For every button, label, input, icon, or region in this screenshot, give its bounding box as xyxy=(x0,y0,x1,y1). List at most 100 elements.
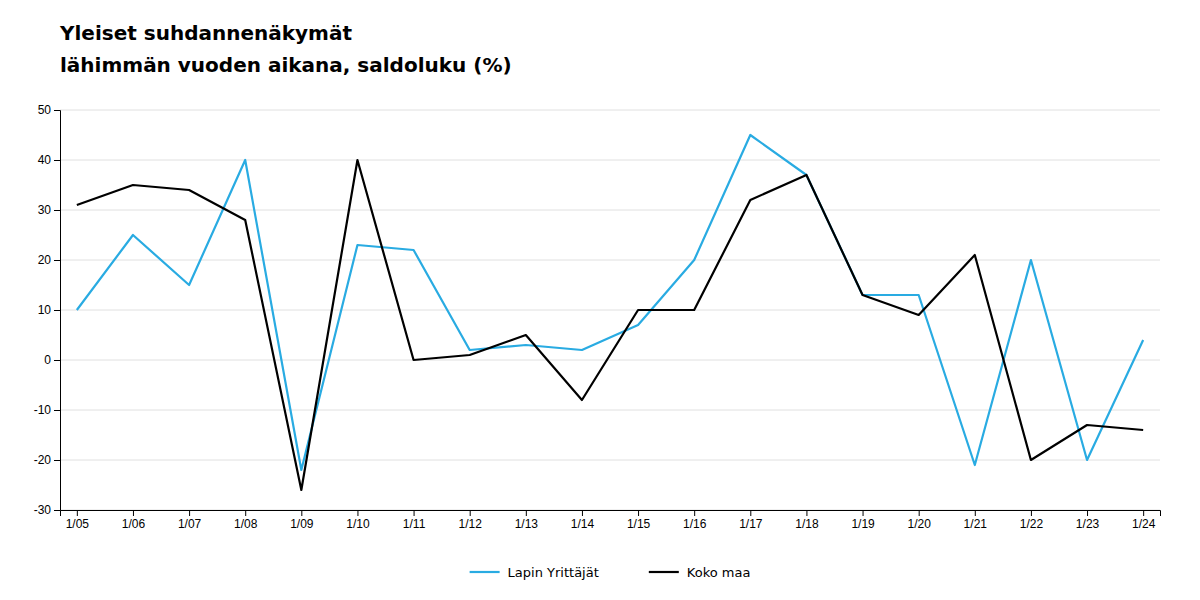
x-tick-mark xyxy=(301,510,302,516)
x-tick-label: 1/22 xyxy=(1020,517,1044,531)
x-tick-label: 1/19 xyxy=(851,517,875,531)
x-tick-mark xyxy=(638,510,639,516)
x-tick-label: 1/17 xyxy=(739,517,763,531)
y-tick-label: 20 xyxy=(38,253,52,267)
x-tick-label: 1/21 xyxy=(964,517,988,531)
x-tick: 1/12 xyxy=(459,510,483,531)
y-tick: -20 xyxy=(34,453,60,467)
grid xyxy=(60,110,1160,510)
y-tick-label: -10 xyxy=(34,403,52,417)
x-tick-mark xyxy=(470,510,471,516)
legend: Lapin Yrittäjät Koko maa xyxy=(470,565,751,580)
x-tick: 1/16 xyxy=(683,510,707,531)
y-tick-label: -20 xyxy=(34,453,52,467)
y-tick: 0 xyxy=(44,353,60,367)
x-tick-mark xyxy=(1031,510,1032,516)
y-tick: -30 xyxy=(34,503,60,517)
x-tick-label: 1/10 xyxy=(346,517,370,531)
x-tick-mark xyxy=(919,510,920,516)
x-tick-mark xyxy=(189,510,190,516)
legend-label: Lapin Yrittäjät xyxy=(508,565,599,580)
x-tick: 1/10 xyxy=(346,510,370,531)
subtitle: lähimmän vuoden aikana, saldoluku (%) xyxy=(60,53,512,77)
title: Yleiset suhdannenäkymät xyxy=(59,21,352,45)
y-tick-mark xyxy=(54,110,60,111)
y-tick-label: 10 xyxy=(38,303,52,317)
x-tick-mark xyxy=(806,510,807,516)
y-tick-mark xyxy=(54,210,60,211)
y-tick: 20 xyxy=(38,253,60,267)
y-tick: 40 xyxy=(38,153,60,167)
plot: -30 -20 -10 0 10 20 30 40 50 1/05 1/06 1/07 1/08 1/09… xyxy=(34,103,1161,530)
x-tick-label: 1/14 xyxy=(571,517,595,531)
x-tick: 1/09 xyxy=(290,510,314,531)
y-tick-label: 50 xyxy=(38,103,52,117)
y-tick-label: -30 xyxy=(34,503,52,517)
x-tick-mark xyxy=(582,510,583,516)
x-tick: 1/05 xyxy=(66,510,90,531)
x-tick-label: 1/12 xyxy=(459,517,483,531)
x-axis: 1/05 1/06 1/07 1/08 1/09 1/10 1/11 1/12 1/13 1/14… xyxy=(61,510,1161,531)
grid-line xyxy=(60,260,1160,261)
legend-item: Koko maa xyxy=(649,565,751,580)
x-tick-label: 1/09 xyxy=(290,517,314,531)
y-tick-mark xyxy=(54,510,60,511)
grid-line xyxy=(60,110,1160,111)
x-tick-label: 1/06 xyxy=(122,517,146,531)
x-tick: 1/08 xyxy=(234,510,258,531)
x-tick: 1/13 xyxy=(515,510,539,531)
x-tick-mark xyxy=(863,510,864,516)
x-tick-mark xyxy=(694,510,695,516)
x-tick-label: 1/15 xyxy=(627,517,651,531)
y-tick-mark xyxy=(54,310,60,311)
x-tick-mark xyxy=(357,510,358,516)
x-tick-mark xyxy=(1143,510,1144,516)
series-line xyxy=(77,135,1143,470)
x-tick-mark xyxy=(750,510,751,516)
y-tick-mark xyxy=(54,460,60,461)
x-tick-label: 1/07 xyxy=(178,517,202,531)
x-tick: 1/19 xyxy=(851,510,875,531)
y-tick-mark xyxy=(54,410,60,411)
x-tick-mark xyxy=(133,510,134,516)
x-tick: 1/07 xyxy=(178,510,202,531)
y-tick-label: 30 xyxy=(38,203,52,217)
y-tick-mark xyxy=(54,360,60,361)
x-tick-mark xyxy=(526,510,527,516)
y-tick: 50 xyxy=(38,103,60,117)
x-tick-label: 1/23 xyxy=(1076,517,1100,531)
x-tick-mark xyxy=(414,510,415,516)
x-tick: 1/20 xyxy=(907,510,931,531)
x-tick: 1/22 xyxy=(1020,510,1044,531)
grid-line xyxy=(60,160,1160,161)
y-tick: -10 xyxy=(34,403,60,417)
legend-swatch xyxy=(649,571,679,573)
x-tick-label: 1/18 xyxy=(795,517,819,531)
x-axis-line xyxy=(61,511,1161,517)
y-axis-line xyxy=(54,111,61,511)
grid-line xyxy=(60,310,1160,311)
grid-line xyxy=(60,360,1160,361)
chart: Yleiset suhdannenäkymät lähimmän vuoden a… xyxy=(0,0,1200,600)
series-group xyxy=(77,135,1143,490)
x-tick-label: 1/20 xyxy=(907,517,931,531)
x-tick-label: 1/11 xyxy=(403,517,426,531)
x-tick-label: 1/16 xyxy=(683,517,707,531)
x-tick: 1/18 xyxy=(795,510,819,531)
x-tick: 1/06 xyxy=(122,510,146,531)
x-tick-label: 1/13 xyxy=(515,517,539,531)
x-tick-mark xyxy=(975,510,976,516)
x-tick: 1/24 xyxy=(1132,510,1156,531)
x-tick-label: 1/05 xyxy=(66,517,90,531)
y-tick-mark xyxy=(54,260,60,261)
x-tick: 1/23 xyxy=(1076,510,1100,531)
series-line xyxy=(77,160,1143,490)
y-tick-label: 0 xyxy=(44,353,51,367)
x-tick: 1/11 xyxy=(403,510,426,531)
y-tick: 30 xyxy=(38,203,60,217)
legend-item: Lapin Yrittäjät xyxy=(470,565,599,580)
y-tick-mark xyxy=(54,160,60,161)
x-tick-label: 1/24 xyxy=(1132,517,1156,531)
grid-line xyxy=(60,410,1160,411)
y-tick: 10 xyxy=(38,303,60,317)
